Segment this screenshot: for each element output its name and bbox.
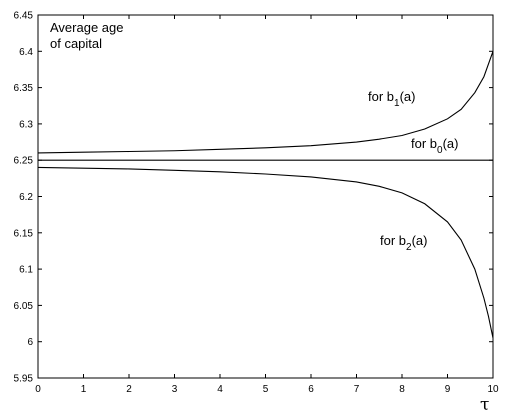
y-tick-label-0: 5.95: [14, 374, 34, 385]
y-tick-label-8: 6.35: [14, 83, 34, 94]
x-tick-label-7: 7: [354, 384, 360, 395]
x-tick-label-1: 1: [81, 384, 87, 395]
x-tick-label-3: 3: [172, 384, 178, 395]
x-tick-label-8: 8: [399, 384, 405, 395]
x-axis-label-tau: τ: [480, 395, 489, 415]
y-tick-label-3: 6.1: [19, 265, 33, 276]
series-line-2: [37, 166, 494, 339]
series-label-b2: for b2(a): [380, 233, 427, 253]
x-tick-label-2: 2: [126, 384, 132, 395]
plot-area-frame: [37, 14, 494, 379]
y-tick-label-2: 6.05: [14, 301, 34, 312]
y-tick-label-4: 6.15: [14, 228, 34, 239]
x-axis-ticks: 0 1 2 3 4 5 6 7 8 9 10: [35, 15, 499, 395]
x-tick-label-4: 4: [217, 384, 223, 395]
x-tick-label-6: 6: [308, 384, 314, 395]
series-label-b0: for b0(a): [411, 136, 458, 156]
y-axis-ticks: 5.95 6 6.05 6.1 6.15 6.2 6.25 6.3 6.35 6.4 6.45: [14, 11, 493, 385]
x-tick-label-10: 10: [487, 384, 499, 395]
series-lines: [37, 51, 494, 339]
x-tick-label-0: 0: [35, 384, 41, 395]
x-tick-label-5: 5: [263, 384, 269, 395]
annotation-average-age-line2: of capital: [50, 36, 102, 51]
annotation-average-age-line1: Average age: [50, 20, 124, 35]
series-label-b1: for b1(a): [368, 89, 415, 109]
series-line-0: [37, 51, 494, 154]
y-tick-label-9: 6.4: [19, 47, 33, 58]
y-tick-label-1: 6: [27, 337, 33, 348]
y-tick-label-6: 6.25: [14, 156, 34, 167]
x-tick-label-9: 9: [445, 384, 451, 395]
y-tick-label-10: 6.45: [14, 11, 34, 22]
y-tick-label-7: 6.3: [19, 119, 33, 130]
y-tick-label-5: 6.2: [19, 192, 33, 203]
